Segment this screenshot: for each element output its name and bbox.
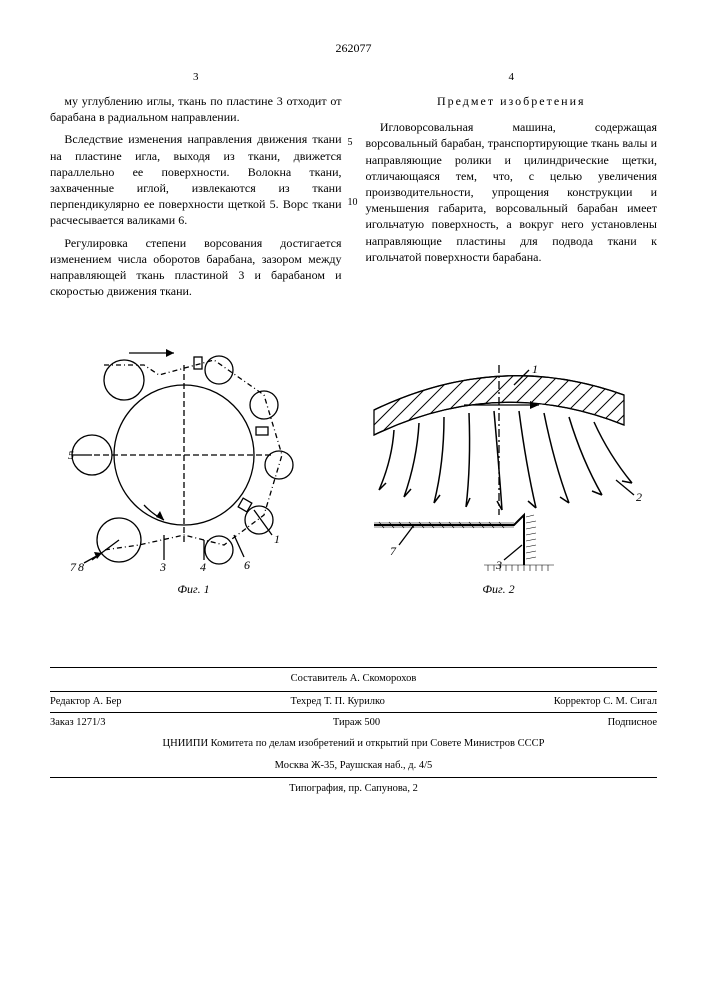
fig1-label-5: 5 bbox=[68, 448, 74, 462]
subject-title: Предмет изобретения bbox=[366, 93, 658, 109]
left-para-3: Регулировка степени ворсования достигает… bbox=[50, 235, 342, 300]
footer-org: ЦНИИПИ Комитета по делам изобретений и о… bbox=[50, 733, 657, 755]
figures-block: 5 8 7 3 4 6 1 Фиг. 1 bbox=[50, 335, 657, 597]
fig2-label-2: 2 bbox=[636, 490, 642, 504]
fig1-label-7: 7 bbox=[70, 560, 77, 574]
fig2-label-7: 7 bbox=[390, 544, 397, 558]
fig1-label-6: 6 bbox=[244, 558, 250, 572]
footer-row-1: Редактор А. Бер Техред Т. П. Курилко Кор… bbox=[50, 691, 657, 712]
footer-order: Заказ 1271/3 bbox=[50, 716, 105, 730]
line-marker-10: 10 bbox=[348, 196, 358, 210]
fig2-label-3: 3 bbox=[495, 558, 502, 572]
footer-row-2: Заказ 1271/3 Тираж 500 Подписное bbox=[50, 712, 657, 733]
footer-editor: Редактор А. Бер bbox=[50, 695, 122, 709]
fig1-caption: Фиг. 1 bbox=[64, 581, 324, 597]
figure-2: 1 2 7 3 Фиг. 2 bbox=[354, 365, 644, 597]
left-para-1: му углублению иглы, ткань по пластине 3 … bbox=[50, 93, 342, 125]
figure-1-svg: 5 8 7 3 4 6 1 bbox=[64, 335, 324, 575]
fig1-label-3: 3 bbox=[159, 560, 166, 574]
footer-compiler: Составитель А. Скоморохов bbox=[50, 668, 657, 690]
patent-number: 262077 bbox=[50, 40, 657, 56]
footer: Составитель А. Скоморохов Редактор А. Бе… bbox=[50, 667, 657, 800]
footer-typo: Типография, пр. Сапунова, 2 bbox=[50, 777, 657, 800]
fig1-label-8: 8 bbox=[78, 560, 84, 574]
right-para-1: Игловорсовальная машина, содержащая ворс… bbox=[366, 119, 658, 265]
line-marker-5: 5 bbox=[348, 136, 353, 150]
footer-techred: Техред Т. П. Курилко bbox=[290, 695, 384, 709]
right-col-number: 4 bbox=[366, 70, 658, 85]
fig2-label-1: 1 bbox=[532, 365, 538, 376]
right-column: 5 10 4 Предмет изобретения Игловорсоваль… bbox=[366, 70, 658, 305]
left-column: 3 му углублению иглы, ткань по пластине … bbox=[50, 70, 342, 305]
fig1-label-1: 1 bbox=[274, 532, 280, 546]
fig1-label-4: 4 bbox=[200, 560, 206, 574]
figure-2-svg: 1 2 7 3 bbox=[354, 365, 644, 575]
footer-tirage: Тираж 500 bbox=[333, 716, 380, 730]
figure-1: 5 8 7 3 4 6 1 Фиг. 1 bbox=[64, 335, 324, 597]
footer-corrector: Корректор С. М. Сигал bbox=[554, 695, 657, 709]
left-para-2: Вследствие изменения направления движени… bbox=[50, 131, 342, 228]
footer-address: Москва Ж-35, Раушская наб., д. 4/5 bbox=[50, 755, 657, 777]
left-col-number: 3 bbox=[50, 70, 342, 85]
fig2-caption: Фиг. 2 bbox=[354, 581, 644, 597]
text-columns: 3 му углублению иглы, ткань по пластине … bbox=[50, 70, 657, 305]
footer-podpis: Подписное bbox=[608, 716, 657, 730]
